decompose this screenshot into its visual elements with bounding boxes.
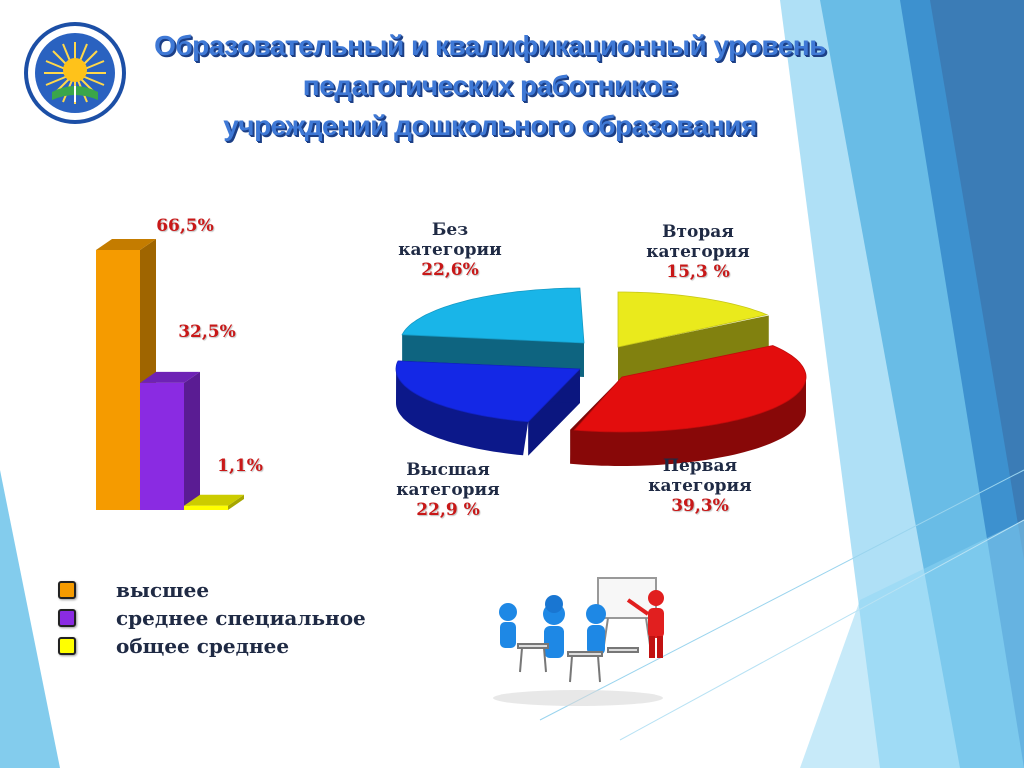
bar-legend: высшее среднее специальное общее среднее [58, 576, 366, 660]
pie-label-vysshaya-value: 22,9 % [416, 500, 480, 520]
pie-label-vtoraya: Вторая категория 15,3 % [628, 222, 768, 282]
bar-top-2 [140, 371, 200, 383]
pie-label-pervaya-line1: Первая [662, 456, 738, 476]
title-line-2: педагогических работников [302, 70, 678, 101]
pie-slice-top-4 [401, 287, 585, 344]
pie-slice-1 [617, 291, 769, 381]
pie-slice-top-2 [573, 345, 807, 433]
legend-label-srednee-spec: среднее специальное [116, 606, 366, 630]
pie-label-bez: Без категории 22,6% [380, 220, 520, 280]
pie-label-bez-line1: Без [431, 220, 469, 240]
pie-label-bez-line2: категории [398, 240, 502, 260]
bar-front-3 [184, 505, 228, 510]
bar-front-1 [96, 250, 140, 510]
pie-label-pervaya: Первая категория 39,3% [630, 456, 770, 516]
pie-label-vysshaya-line2: категория [396, 480, 500, 500]
title-line-3: учреждений дошкольного образования [223, 110, 757, 141]
pie-slice-wall-1-2 [618, 315, 769, 381]
title-line-1: Образовательный и квалификационный урове… [154, 30, 826, 61]
classroom-illustration [493, 577, 664, 706]
bar-top-1 [96, 239, 156, 250]
pie-label-vysshaya: Высшая категория 22,9 % [378, 460, 518, 520]
pie-slice-3 [395, 360, 581, 456]
pie-slice-top-3 [395, 360, 581, 423]
legend-swatch-obshchee [58, 637, 76, 655]
pie-slice-top-1 [617, 291, 769, 348]
legend-item-obshchee: общее среднее [58, 632, 366, 660]
teacher-icon [626, 590, 664, 658]
pie-label-vtoraya-value: 15,3 % [666, 262, 730, 282]
legend-label-vysshee: высшее [116, 578, 210, 602]
pie-label-vysshaya-line1: Высшая [406, 460, 490, 480]
pie-label-vtoraya-line1: Вторая [662, 222, 734, 242]
bar-front-2 [140, 382, 184, 510]
legend-item-srednee-spec: среднее специальное [58, 604, 366, 632]
pie-slice-side-2-1 [570, 377, 806, 466]
students-icon [499, 595, 606, 658]
legend-swatch-srednee-spec [58, 609, 76, 627]
legend-item-vysshee: высшее [58, 576, 366, 604]
bar-2 [140, 371, 200, 510]
bar-3 [184, 494, 244, 510]
pie-slice-side-3-1 [396, 370, 529, 456]
pie-label-pervaya-line2: категория [648, 476, 752, 496]
bar-value-label-2: 32,5% [178, 322, 236, 342]
legend-label-obshchee: общее среднее [116, 634, 290, 658]
bar-side-3 [228, 494, 244, 510]
legend-swatch-vysshee [58, 581, 76, 599]
bar-value-label-3: 1,1% [217, 456, 263, 476]
pie-label-pervaya-value: 39,3% [671, 496, 729, 516]
desks-icon [517, 643, 639, 683]
bar-value-label-1: 66,5% [156, 216, 214, 236]
ministry-logo [24, 22, 126, 124]
bar-side-2 [184, 371, 200, 510]
bar-top-3 [184, 494, 244, 506]
pie-label-vtoraya-line2: категория [646, 242, 750, 262]
pie-slice-2 [570, 345, 807, 466]
pie-label-bez-value: 22,6% [421, 260, 479, 280]
